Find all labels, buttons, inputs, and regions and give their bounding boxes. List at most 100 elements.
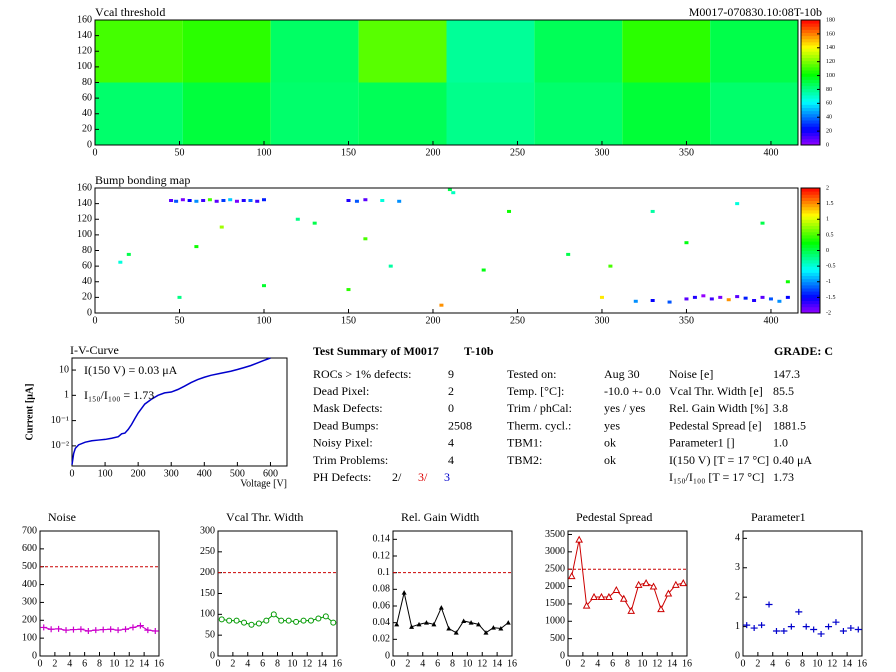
colorbar-step (801, 66, 820, 71)
plot-frame (71, 357, 288, 467)
colorbar-tick-label: 0.5 (826, 232, 834, 238)
colorbar-step (801, 107, 820, 112)
summary-label: Temp. [°C]: (507, 384, 564, 398)
colorbar-tick-label: -1 (826, 279, 831, 285)
colorbar-step (801, 70, 820, 74)
colorbar-step (801, 309, 820, 314)
y-tick-label: 100 (200, 609, 215, 620)
colorbar-step (801, 197, 820, 201)
colorbar-step (801, 231, 820, 236)
marker (672, 580, 680, 588)
x-tick-label: 150 (341, 147, 356, 158)
bump-pixel (735, 202, 740, 206)
colorbar-step (801, 101, 820, 105)
bump-pixel (228, 198, 233, 202)
x-tick-label: 4 (245, 658, 250, 669)
bump-pixel (608, 264, 613, 268)
x-tick-label: 250 (510, 147, 525, 158)
marker (293, 618, 300, 625)
marker (218, 616, 225, 623)
bump-pixel (194, 199, 199, 203)
colorbar-step (801, 238, 820, 242)
y-tick-label: 80 (82, 245, 92, 256)
bump-pixel (214, 199, 219, 203)
chart-title: Rel. Gain Width (401, 510, 479, 524)
x-tick-label: 500 (230, 468, 245, 479)
x-tick-label: 0 (741, 658, 746, 669)
marker (401, 590, 407, 595)
summary-value: yes (604, 418, 620, 432)
bump-pixel (760, 221, 765, 225)
x-tick-label: 0 (70, 468, 75, 479)
x-tick-label: 4 (770, 658, 775, 669)
bump-pixel (255, 199, 260, 203)
y-tick-label: 0 (210, 650, 215, 661)
marker (416, 621, 422, 627)
marker (248, 621, 255, 628)
x-tick-label: 2 (230, 658, 235, 669)
summary-value: ok (604, 436, 616, 450)
y-tick-label: 0.12 (373, 550, 391, 561)
colorbar-step (801, 76, 820, 80)
colorbar-tick-label: 1.5 (826, 201, 834, 207)
x-tick-label: 12 (652, 658, 662, 669)
y-tick-label: 3000 (545, 546, 565, 557)
y-tick-label: 0.04 (373, 617, 391, 628)
bump-pixel (241, 199, 246, 202)
colorbar-step (801, 79, 820, 83)
marker (278, 617, 285, 624)
y-tick-label: 120 (77, 214, 92, 225)
colorbar-tick-label: 140 (826, 45, 835, 51)
marker (315, 615, 322, 622)
y-tick-label: 200 (22, 615, 37, 626)
heatmap-cell (710, 20, 798, 83)
x-tick-label: 100 (98, 468, 113, 479)
x-tick-label: 8 (97, 658, 102, 669)
marker (772, 628, 780, 634)
chart-title: Pedestal Spread (576, 510, 652, 524)
marker (461, 618, 467, 623)
x-tick-label: 200 (131, 468, 146, 479)
marker (847, 625, 855, 632)
x-tick-label: 300 (164, 468, 179, 479)
plot-frame (39, 530, 160, 657)
y-tick-label: 3500 (545, 529, 565, 540)
summary-test: T-10b (464, 344, 494, 358)
x-tick-label: 14 (317, 658, 327, 669)
x-tick-label: 400 (763, 147, 778, 158)
marker (825, 623, 833, 630)
y-tick-label: 3 (735, 562, 740, 573)
colorbar-tick-label: 0 (826, 248, 829, 254)
annotation: I(150 V) = 0.03 μA (84, 363, 178, 377)
x-tick-label: 0 (38, 658, 43, 669)
bump-pixel (701, 294, 706, 298)
summary-label: Noisy Pixel: (313, 436, 373, 450)
bump-pixel (447, 188, 452, 192)
colorbar-step (801, 29, 820, 33)
colorbar-step (801, 291, 820, 295)
colorbar-step (801, 303, 820, 308)
summary-label: Dead Pixel: (313, 384, 369, 398)
heatmap-cell (182, 82, 271, 145)
x-tick-label: 0 (93, 147, 98, 158)
x-tick-label: 2 (580, 658, 585, 669)
colorbar-step (801, 253, 820, 258)
y-tick-label: 2 (735, 591, 740, 602)
y-tick-label: 160 (77, 182, 92, 193)
colorbar-step (801, 256, 820, 261)
marker (144, 627, 152, 634)
heatmap-cell (710, 82, 798, 145)
colorbar-step (801, 88, 820, 93)
colorbar-step (801, 225, 820, 230)
y-tick-label: 4 (735, 533, 740, 544)
series-line (71, 357, 271, 465)
colorbar-step (801, 35, 820, 40)
y-tick-label: 100 (22, 632, 37, 643)
x-tick-label: 14 (492, 658, 502, 669)
summary-label: Noise [e] (669, 367, 713, 381)
summary-value: ok (604, 453, 616, 467)
bump-pixel (201, 199, 206, 202)
bump-pixel (219, 225, 224, 229)
bump-pixel (177, 295, 182, 299)
